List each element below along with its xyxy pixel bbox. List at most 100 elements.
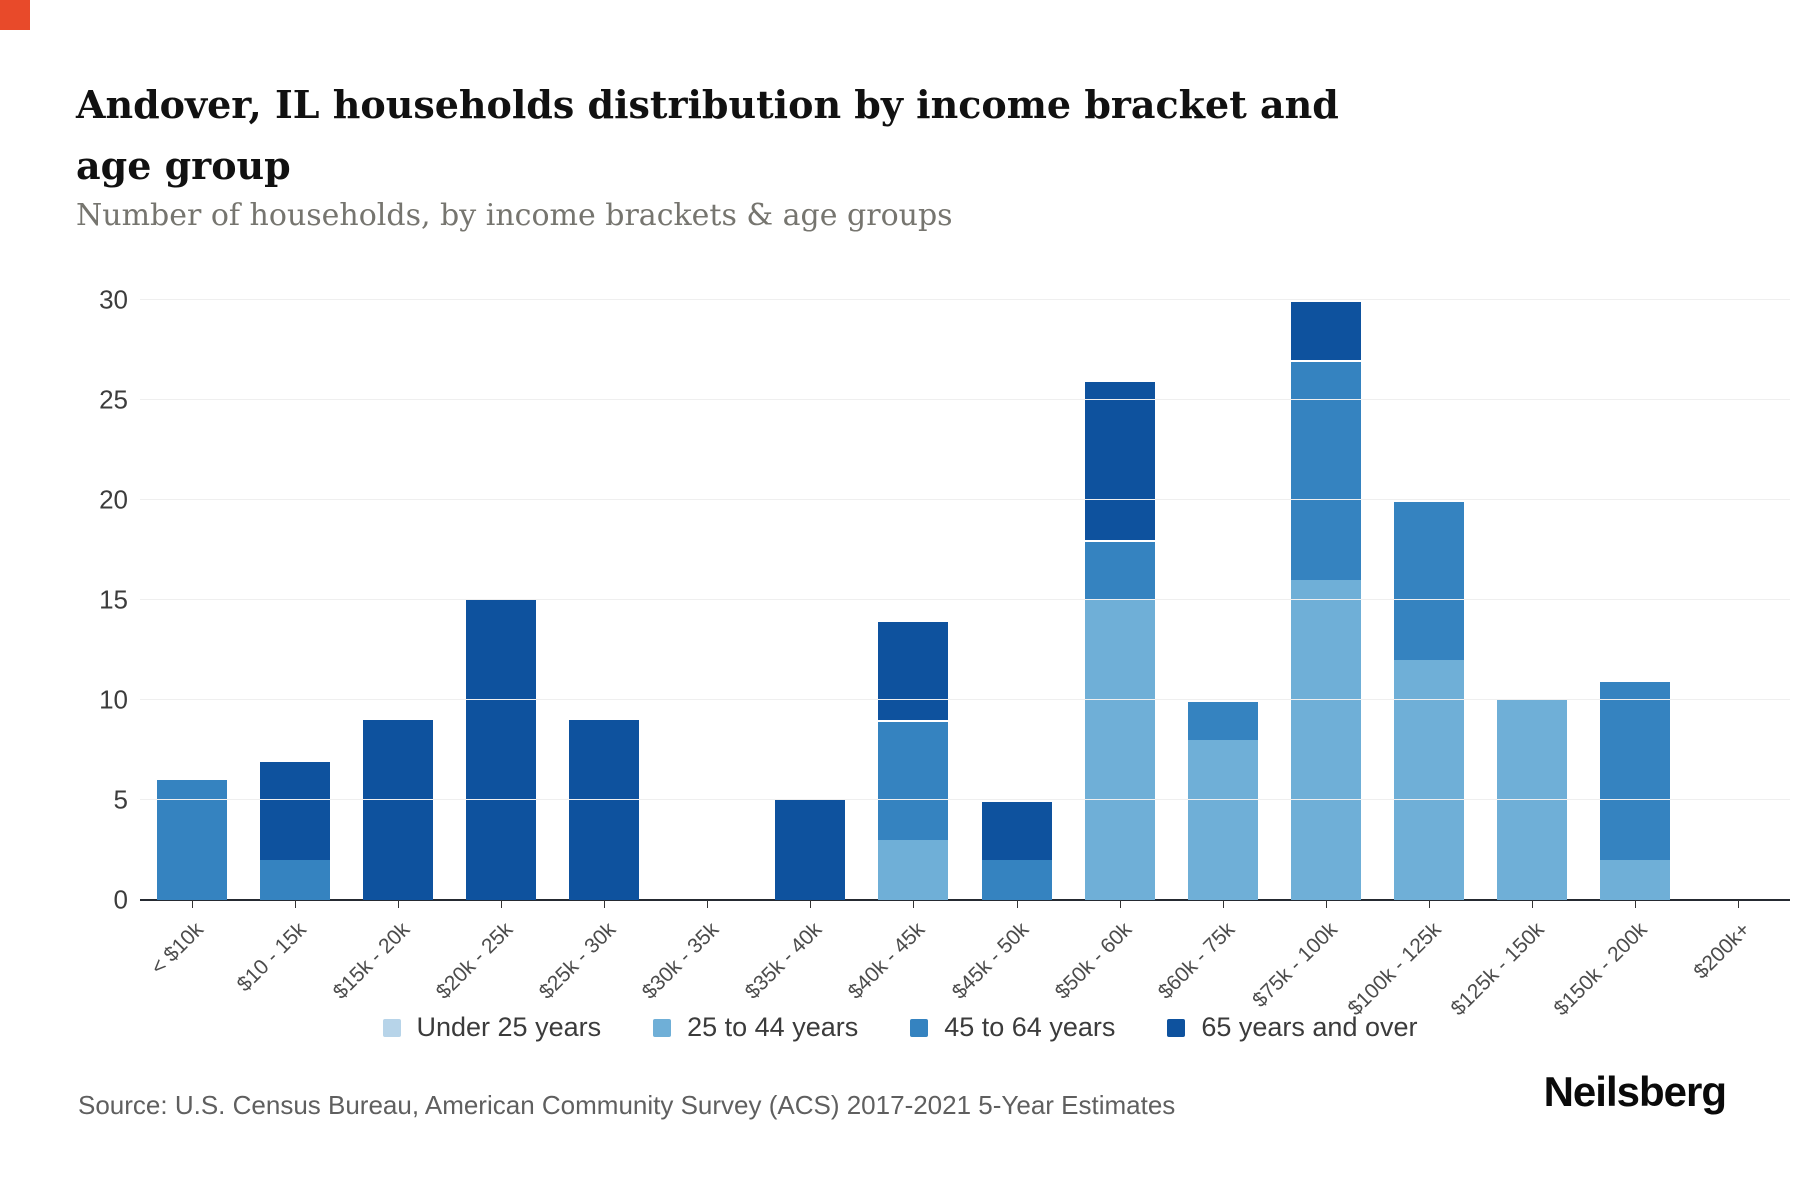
x-tick-label: $40k - 45k <box>844 918 930 1004</box>
x-tick-mark <box>191 900 193 908</box>
stacked-bar <box>1187 700 1258 900</box>
x-tick-mark <box>1532 900 1534 908</box>
bar-slot: $45k - 50k <box>947 250 1068 1004</box>
x-tick-mark <box>604 900 606 908</box>
x-tick-label: $45k - 50k <box>947 918 1033 1004</box>
stacked-bar <box>1084 380 1155 900</box>
bar-segment <box>1084 540 1155 600</box>
bar-segment <box>569 720 640 900</box>
bar-segment <box>1600 680 1671 860</box>
y-tick-label-30: 30 <box>99 284 128 315</box>
x-tick-mark <box>1429 900 1431 908</box>
legend-swatch <box>1167 1018 1186 1037</box>
source-note: Source: U.S. Census Bureau, American Com… <box>78 1090 1176 1120</box>
bar-segment <box>981 860 1052 900</box>
bar-slot: $125k - 150k <box>1446 250 1584 1020</box>
stacked-bar <box>1290 300 1361 900</box>
bar-slot: $40k - 45k <box>844 250 965 1004</box>
bar-segment <box>1290 580 1361 900</box>
gridline-5 <box>140 799 1790 800</box>
stacked-bar <box>1497 700 1568 900</box>
x-tick-label: < $10k <box>146 918 208 980</box>
legend-label: Under 25 years <box>416 1012 602 1042</box>
bar-segment <box>1187 700 1258 740</box>
legend-item: 25 to 44 years <box>653 1012 858 1043</box>
x-tick-mark <box>1738 900 1740 908</box>
chart-legend: Under 25 years 25 to 44 years 45 to 64 yea… <box>0 1012 1800 1043</box>
legend-item: 45 to 64 years <box>910 1012 1115 1043</box>
x-tick-label: $25k - 30k <box>534 918 621 1004</box>
gridline-25 <box>140 399 1790 400</box>
bar-slot: $150k - 200k <box>1549 250 1687 1020</box>
bar-slot: $35k - 40k <box>741 250 862 1004</box>
y-tick-label-0: 0 <box>113 884 128 915</box>
x-tick-mark <box>707 900 709 908</box>
bar-segment <box>775 800 846 900</box>
x-tick-label: $100k - 125k <box>1343 918 1446 1021</box>
bar-slot: $20k - 25k <box>432 250 552 1004</box>
bar-slot: $60k - 75k <box>1153 250 1274 1004</box>
bar-segment <box>259 760 330 860</box>
x-tick-mark <box>397 900 399 908</box>
x-tick-mark <box>1016 900 1018 908</box>
bar-segment <box>1497 700 1568 900</box>
y-tick-label-10: 10 <box>99 684 128 715</box>
corner-marker <box>0 0 30 30</box>
legend-swatch <box>382 1018 401 1037</box>
bar-segment <box>1187 740 1258 900</box>
bar-segment <box>878 620 949 720</box>
bar-segment <box>1600 860 1671 900</box>
bar-segment <box>878 720 949 840</box>
plot-area: < $10k $10 - 15k $15k - 20k $20k - 25k $25k … <box>140 250 1790 1020</box>
x-tick-label: $200k+ <box>1689 918 1755 984</box>
bar-segment <box>981 800 1052 860</box>
y-tick-label-5: 5 <box>113 784 128 815</box>
stacked-bar <box>775 800 846 900</box>
chart-title: Andover, IL households distribution by i… <box>76 82 1339 189</box>
bar-segment <box>1290 360 1361 580</box>
bar-segment <box>362 720 433 900</box>
legend-label: 45 to 64 years <box>944 1012 1116 1042</box>
x-tick-label: $20k - 25k <box>431 918 518 1004</box>
x-tick-mark <box>913 900 915 908</box>
bar-slot: < $10k <box>140 250 243 979</box>
x-tick-label: $75k - 100k <box>1248 918 1343 1012</box>
bar-segment <box>156 780 227 900</box>
stacked-bar <box>1394 500 1465 900</box>
gridline-30 <box>140 299 1790 300</box>
stacked-bar <box>259 760 330 900</box>
bar-segment <box>259 860 330 900</box>
x-tick-label: $10 - 15k <box>232 918 311 997</box>
legend-item: 65 years and over <box>1167 1012 1418 1043</box>
bar-slot: $25k - 30k <box>535 250 656 1004</box>
legend-item: Under 25 years <box>382 1012 602 1043</box>
bar-segment <box>1394 500 1465 660</box>
x-tick-mark <box>810 900 812 908</box>
bar-slot: $15k - 20k <box>328 250 449 1004</box>
x-tick-label: $35k - 40k <box>740 918 827 1004</box>
x-tick-label: $50k - 60k <box>1050 918 1136 1004</box>
x-axis-line <box>140 899 1790 901</box>
x-tick-label: $150k - 200k <box>1549 918 1652 1021</box>
chart-subtitle: Number of households, by income brackets… <box>76 198 953 233</box>
bar-slots: < $10k $10 - 15k $15k - 20k $20k - 25k $25k … <box>140 250 1790 1020</box>
bar-slot: $75k - 100k <box>1248 250 1377 1012</box>
bar-segment <box>1084 380 1155 540</box>
x-tick-label: $60k - 75k <box>1153 918 1240 1004</box>
bar-slot: $200k+ <box>1687 250 1790 983</box>
stacked-bar <box>981 800 1052 900</box>
stacked-bar <box>569 720 640 900</box>
x-tick-mark <box>1222 900 1224 908</box>
brand-logo: Neilsberg <box>1543 1068 1727 1115</box>
stacked-bar <box>1600 680 1671 900</box>
bar-segment <box>1394 660 1465 900</box>
x-tick-mark <box>294 900 296 908</box>
x-tick-label: $30k - 35k <box>637 918 724 1004</box>
stacked-bar-chart: 0 5 10 15 20 25 30 < $10k $10 - 15k $15k - 20k $2… <box>0 250 1800 1020</box>
bar-slot: $10 - 15k <box>233 250 346 996</box>
bar-segment <box>1290 300 1361 360</box>
legend-swatch <box>653 1018 672 1037</box>
y-tick-label-20: 20 <box>99 484 128 515</box>
bar-segment <box>465 600 536 900</box>
stacked-bar <box>465 600 536 900</box>
